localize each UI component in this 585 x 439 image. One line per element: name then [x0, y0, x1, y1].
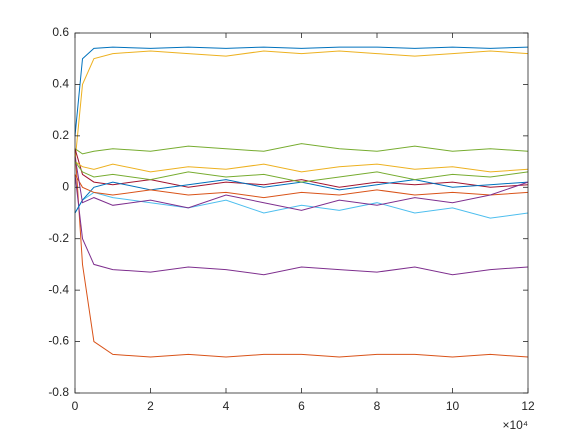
- y-tick-label: -0.8: [48, 385, 69, 399]
- data-line: [74, 174, 529, 199]
- x-tick-label: 4: [223, 399, 230, 413]
- x-tick-label: 6: [298, 399, 305, 413]
- x-tick-label: 10: [446, 399, 460, 413]
- data-line: [74, 143, 529, 155]
- data-line: [74, 46, 529, 136]
- y-tick-label: 0: [62, 179, 69, 193]
- y-tick-label: 0.2: [52, 128, 69, 142]
- data-line: [74, 156, 529, 211]
- data-line: [74, 50, 529, 162]
- data-line: [74, 161, 529, 173]
- data-line: [74, 148, 529, 358]
- x-tick-label: 8: [374, 399, 381, 413]
- x-tick-label: 12: [521, 399, 535, 413]
- data-line: [74, 174, 529, 276]
- x-tick-label: 2: [147, 399, 154, 413]
- y-tick-label: 0.6: [52, 25, 69, 39]
- data-line: [74, 179, 529, 214]
- x-exponent-label: ×10⁴: [502, 418, 528, 432]
- y-tick-label: 0.4: [52, 77, 69, 91]
- plot-area: [75, 33, 528, 393]
- x-tick-label: 0: [72, 399, 79, 413]
- data-line: [74, 161, 529, 183]
- y-tick-label: -0.4: [48, 282, 69, 296]
- data-line: [74, 148, 529, 188]
- data-line: [74, 191, 529, 219]
- y-tick-label: -0.6: [48, 334, 69, 348]
- y-tick-label: -0.2: [48, 231, 69, 245]
